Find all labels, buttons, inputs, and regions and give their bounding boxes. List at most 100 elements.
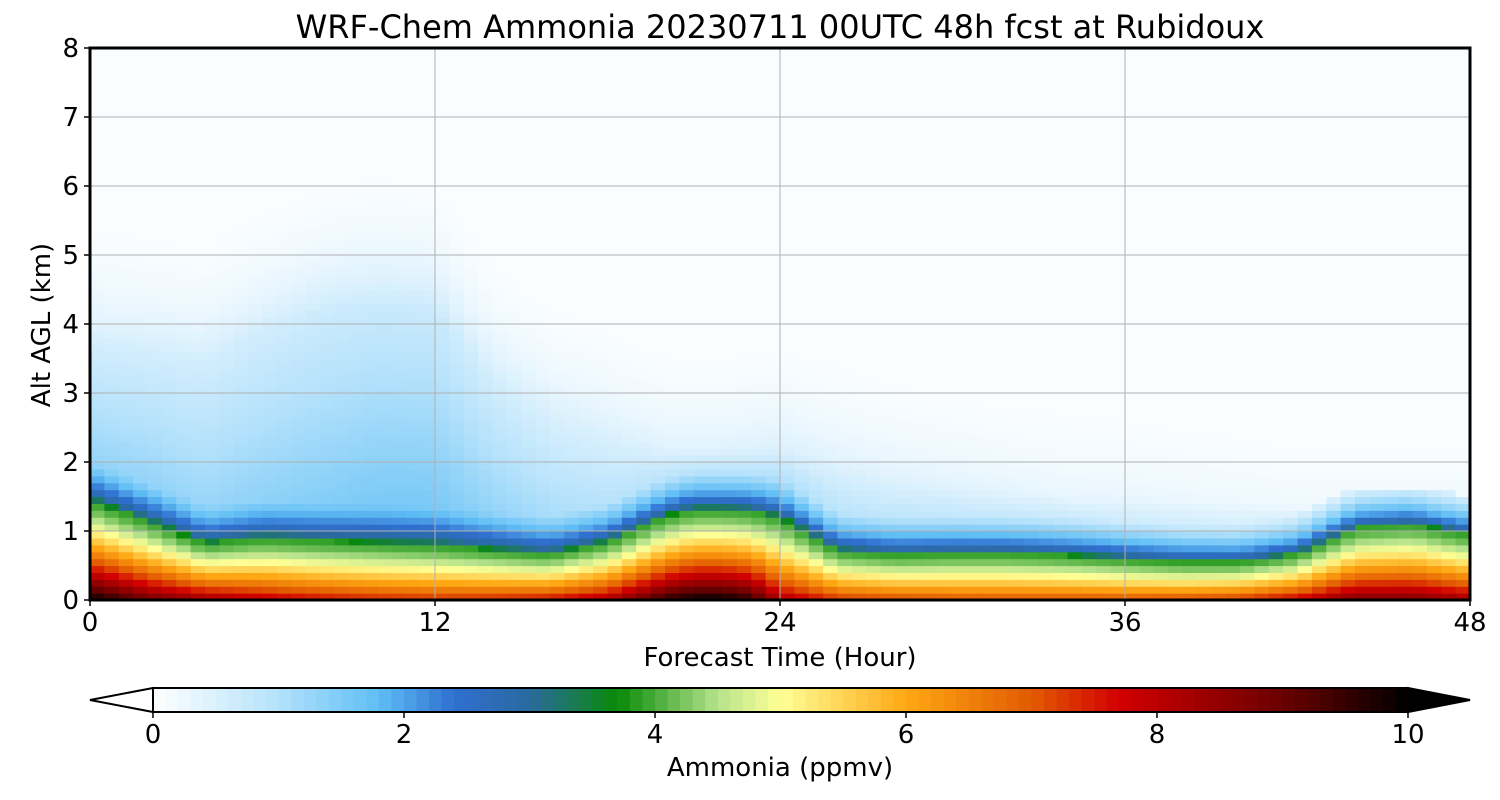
heatmap-cell <box>90 123 105 132</box>
heatmap-cell <box>736 517 752 525</box>
heatmap-cell <box>952 579 968 587</box>
heatmap-cell <box>564 172 580 180</box>
heatmap-cell <box>938 82 954 90</box>
heatmap-cell <box>665 558 680 567</box>
heatmap-cell <box>90 268 105 277</box>
heatmap-cell <box>880 61 896 70</box>
heatmap-cell <box>305 386 321 394</box>
heatmap-cell <box>305 344 321 353</box>
heatmap-cell <box>535 399 551 408</box>
heatmap-cell <box>248 503 264 511</box>
heatmap-cell <box>161 303 177 311</box>
heatmap-cell <box>449 565 465 573</box>
heatmap-cell <box>262 158 278 166</box>
heatmap-cell <box>262 303 278 311</box>
heatmap-cell <box>621 137 637 146</box>
heatmap-cell <box>564 365 580 373</box>
heatmap-cell <box>550 468 565 477</box>
heatmap-cell <box>564 192 580 201</box>
heatmap-cell <box>305 241 321 249</box>
heatmap-cell <box>348 420 364 429</box>
heatmap-cell <box>104 75 120 84</box>
heatmap-cell <box>420 406 436 415</box>
heatmap-cell <box>104 441 120 449</box>
heatmap-cell <box>420 365 436 373</box>
heatmap-cell <box>679 358 695 366</box>
heatmap-cell <box>808 510 824 518</box>
heatmap-cell <box>521 199 537 208</box>
heatmap-cell <box>952 544 968 553</box>
heatmap-cell <box>348 572 364 580</box>
heatmap-cell <box>794 151 810 159</box>
heatmap-cell <box>866 317 882 325</box>
heatmap-cell <box>751 89 767 97</box>
heatmap-cell <box>291 441 307 449</box>
heatmap-cell <box>751 572 767 580</box>
heatmap-cell <box>492 172 508 180</box>
heatmap-cell <box>161 179 177 187</box>
heatmap-cell <box>377 96 393 104</box>
heatmap-cell <box>578 310 594 318</box>
heatmap-cell <box>521 268 537 277</box>
heatmap-cell <box>190 434 206 442</box>
heatmap-cell <box>593 503 609 511</box>
heatmap-cell <box>219 186 235 194</box>
heatmap-cell <box>866 531 882 539</box>
heatmap-cell <box>765 517 781 525</box>
heatmap-cell <box>190 303 206 311</box>
heatmap-cell <box>190 393 206 401</box>
heatmap-cell <box>248 386 264 394</box>
heatmap-cell <box>636 296 652 304</box>
heatmap-cell <box>521 337 537 346</box>
heatmap-cell <box>895 531 910 539</box>
heatmap-cell <box>262 144 278 153</box>
heatmap-cell <box>952 75 968 84</box>
heatmap-cell <box>665 427 680 435</box>
heatmap-cell <box>909 496 925 504</box>
heatmap-cell <box>650 179 666 187</box>
heatmap-cell <box>765 172 781 180</box>
heatmap-cell <box>780 137 795 146</box>
heatmap-cell <box>665 268 680 277</box>
heatmap-cell <box>147 448 163 456</box>
heatmap-cell <box>506 186 522 194</box>
heatmap-cell <box>909 537 925 546</box>
heatmap-cell <box>693 358 709 366</box>
heatmap-cell <box>506 579 522 587</box>
heatmap-cell <box>938 310 954 318</box>
heatmap-cell <box>391 96 407 104</box>
heatmap-cell <box>377 351 393 360</box>
heatmap-cell <box>147 310 163 318</box>
heatmap-cell <box>665 96 680 104</box>
heatmap-cell <box>693 475 709 484</box>
heatmap-cell <box>938 531 954 539</box>
heatmap-cell <box>722 144 738 153</box>
heatmap-cell <box>276 227 292 235</box>
heatmap-cell <box>952 179 968 187</box>
heatmap-cell <box>406 96 422 104</box>
heatmap-cell <box>320 117 335 125</box>
heatmap-cell <box>104 192 120 201</box>
heatmap-cell <box>262 593 278 600</box>
heatmap-cell <box>205 579 220 587</box>
heatmap-cell <box>262 199 278 208</box>
heatmap-cell <box>463 399 479 408</box>
heatmap-cell <box>794 572 810 580</box>
heatmap-cell <box>492 524 508 532</box>
heatmap-cell <box>823 379 839 387</box>
heatmap-cell <box>866 434 882 442</box>
heatmap-cell <box>751 475 767 484</box>
heatmap-cell <box>923 330 939 339</box>
heatmap-cell <box>147 379 163 387</box>
heatmap-cell <box>305 186 321 194</box>
heatmap-cell <box>578 551 594 560</box>
heatmap-cell <box>751 248 767 256</box>
heatmap-cell <box>851 82 867 90</box>
heatmap-cell <box>837 379 853 387</box>
heatmap-cell <box>751 96 767 104</box>
heatmap-cell <box>751 379 767 387</box>
heatmap-cell <box>377 61 393 70</box>
heatmap-cell <box>276 358 292 366</box>
heatmap-cell <box>118 413 134 422</box>
heatmap-cell <box>420 186 436 194</box>
